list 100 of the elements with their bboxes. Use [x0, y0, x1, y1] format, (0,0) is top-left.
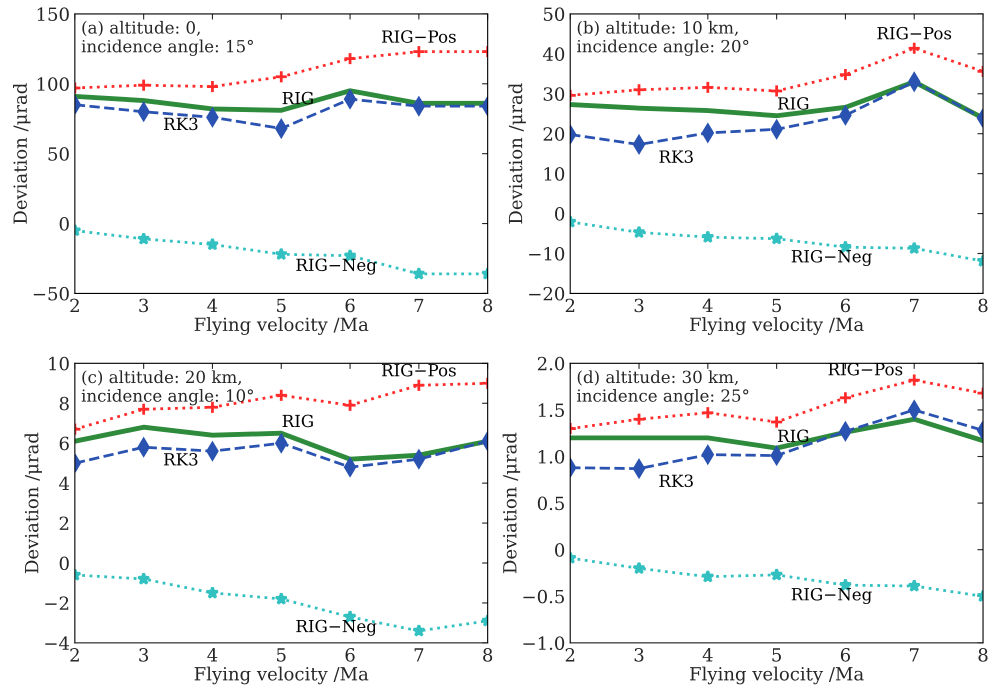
series-label: RK3	[164, 453, 198, 466]
point	[274, 70, 288, 84]
point	[632, 225, 646, 238]
series-label: RIG	[778, 97, 808, 110]
y-tick-label: −0.5	[523, 590, 564, 604]
x-tick-label: 8	[978, 298, 988, 312]
series-label: RK3	[659, 474, 693, 488]
y-tick-label: 0.5	[538, 496, 564, 510]
point	[136, 402, 151, 416]
point	[908, 579, 921, 592]
series-label: RK3	[164, 118, 198, 130]
point	[770, 568, 784, 581]
x-axis-title: Flying velocity /Ma	[194, 317, 368, 335]
y-tick-label: 2	[60, 516, 68, 530]
y-axis-title: Deviation /μrad	[24, 432, 42, 574]
point	[274, 592, 288, 605]
x-tick-label: 5	[277, 648, 286, 662]
series-label: RIG	[778, 430, 808, 442]
x-tick-label: 2	[70, 298, 79, 312]
series-label: RIG−Neg	[792, 588, 872, 604]
point	[206, 586, 220, 599]
y-tick-label: 0	[555, 207, 564, 221]
annotation: (a) altitude: 0, incidence angle: 15°	[82, 20, 253, 56]
point	[206, 80, 220, 94]
point	[632, 412, 646, 426]
x-tick-label: 7	[910, 648, 919, 662]
y-tick-label: −50	[34, 286, 69, 301]
x-tick-label: 2	[566, 648, 574, 662]
series-label: RK3	[659, 150, 693, 163]
y-axis-title: Deviation /μrad	[508, 83, 526, 224]
x-tick-label: 5	[772, 298, 781, 312]
point	[908, 241, 921, 254]
x-tick-label: 3	[634, 648, 644, 662]
y-tick-label: 8	[60, 396, 69, 410]
y-tick-label: −4	[45, 636, 70, 650]
x-tick-label: 5	[772, 648, 781, 662]
y-tick-label: 100	[38, 77, 69, 91]
series-label: RIG−Pos	[382, 364, 456, 377]
x-tick-label: 8	[978, 648, 988, 662]
x-tick-label: 6	[346, 298, 355, 312]
point	[838, 390, 852, 405]
series-label: RIG−Pos	[877, 26, 952, 40]
point	[136, 78, 151, 92]
y-tick-label: 0	[60, 217, 69, 231]
x-tick-label: 4	[702, 298, 713, 312]
y-tick-label: 40	[542, 47, 564, 61]
point	[770, 232, 784, 245]
y-tick-label: 150	[38, 7, 69, 22]
series-label: RIG	[282, 414, 313, 428]
x-tick-label: 6	[840, 648, 850, 662]
point	[343, 52, 357, 66]
point	[206, 238, 220, 250]
y-tick-label: −2	[45, 596, 68, 610]
point	[838, 68, 852, 82]
y-tick-label: 1.5	[538, 403, 564, 418]
y-tick-label: 0	[60, 556, 69, 570]
x-axis-title: Flying velocity /Ma	[194, 666, 368, 684]
series-label: RIG−Neg	[792, 250, 872, 266]
annotation: (b) altitude: 10 km, incidence angle: 20°	[577, 20, 748, 56]
x-tick-label: 3	[634, 298, 644, 312]
y-axis-title: Deviation /μrad	[502, 432, 520, 574]
y-tick-label: 4	[59, 476, 70, 490]
y-tick-label: 2.0	[538, 356, 564, 370]
y-tick-label: −10	[529, 246, 564, 261]
y-tick-label: 0	[555, 543, 564, 557]
series-label: RIG−Pos	[828, 362, 902, 376]
y-tick-label: 1.0	[538, 450, 564, 464]
point	[907, 41, 922, 56]
point	[700, 406, 715, 420]
x-tick-label: 3	[139, 648, 148, 662]
y-tick-label: 10	[49, 356, 69, 370]
annotation: (d) altitude: 30 km, incidence angle: 25°	[577, 370, 748, 406]
point	[632, 561, 646, 574]
point	[700, 80, 715, 94]
point	[343, 398, 357, 412]
x-tick-label: 4	[207, 298, 218, 312]
y-axis-title: Deviation /μrad	[13, 83, 30, 224]
series-label: RIG−Pos	[382, 30, 456, 43]
y-tick-label: 50	[544, 7, 564, 22]
x-tick-label: 8	[483, 298, 492, 312]
y-tick-label: −20	[529, 286, 564, 301]
point	[274, 388, 288, 402]
x-tick-label: 7	[414, 298, 424, 312]
x-tick-label: 8	[483, 648, 492, 662]
x-tick-label: 6	[840, 298, 850, 312]
x-tick-label: 3	[139, 298, 148, 312]
x-tick-label: 2	[566, 298, 574, 312]
x-tick-label: 7	[414, 648, 424, 662]
y-tick-label: 50	[48, 147, 69, 161]
point	[274, 247, 288, 260]
x-tick-label: 7	[910, 298, 919, 312]
x-axis-title: Flying velocity /Ma	[690, 317, 864, 335]
point	[412, 378, 426, 392]
series-label: RIG−Neg	[296, 258, 376, 275]
y-tick-label: 30	[544, 87, 564, 101]
y-tick-label: 20	[544, 127, 564, 141]
y-tick-label: 10	[544, 167, 564, 181]
x-axis-title: Flying velocity /Ma	[690, 666, 864, 684]
x-tick-label: 2	[70, 648, 79, 662]
series-label: RIG−Neg	[296, 620, 376, 636]
